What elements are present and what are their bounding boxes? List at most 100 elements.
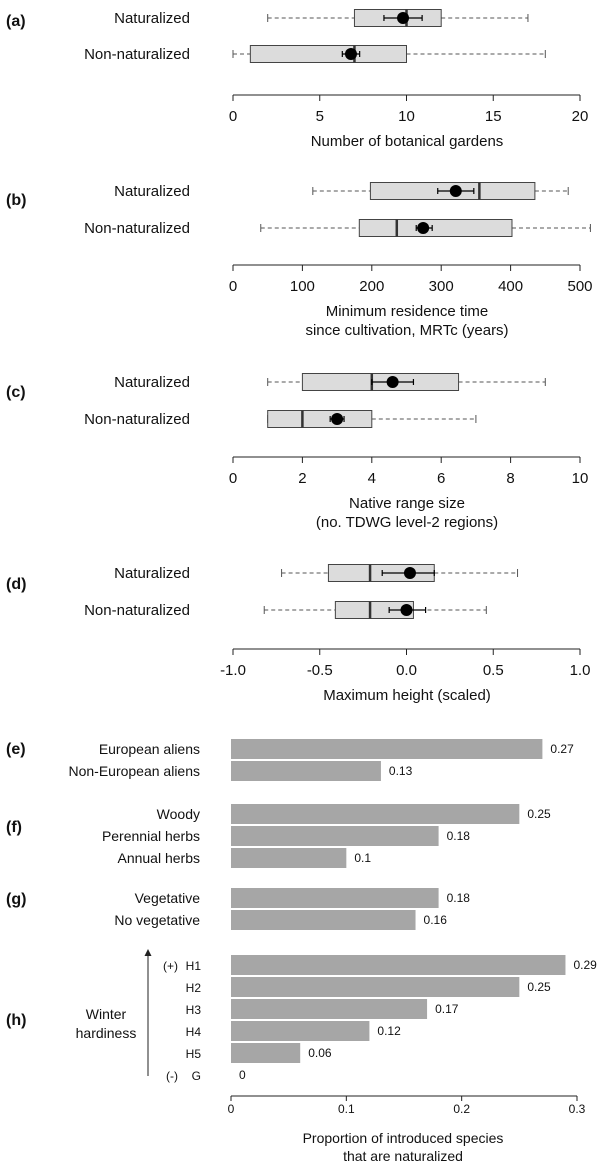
x-tick-label: 100 [290, 278, 315, 295]
x-tick-label: 0 [229, 278, 237, 295]
bar-category-label: Perennial herbs [102, 828, 200, 844]
x-tick-label: -0.5 [307, 662, 333, 679]
mean-point [449, 185, 462, 197]
x-tick-label: 20 [572, 108, 589, 125]
iqr-box [267, 410, 373, 428]
bar-value-label: 0.18 [447, 891, 471, 905]
bar-value-label: 0.17 [435, 1002, 459, 1016]
group-label: Naturalized [114, 183, 190, 200]
bar-value-label: 0.27 [550, 742, 574, 756]
x-axis-label: Proportion of introduced species [303, 1130, 504, 1146]
x-tick-label: 6 [437, 470, 445, 487]
x-tick-label: 400 [498, 278, 523, 295]
bar-value-label: 0.06 [308, 1046, 332, 1060]
bar-value-label: 0.12 [377, 1024, 401, 1038]
x-tick-label: 5 [316, 108, 324, 125]
bar [231, 826, 439, 846]
bar-value-label: 0.18 [447, 829, 471, 843]
x-tick-label: 0 [229, 108, 237, 125]
mean-point [403, 567, 416, 579]
x-axis-label: Number of botanical gardens [311, 133, 504, 150]
panel-letter: (f) [6, 819, 22, 836]
x-tick-label: 2 [298, 470, 306, 487]
x-tick-label: 8 [506, 470, 514, 487]
bar [231, 761, 381, 781]
x-tick-label: 0.5 [483, 662, 504, 679]
bar-value-label: 0.1 [354, 851, 371, 865]
bar [231, 888, 439, 908]
hardiness-arrow-head [144, 949, 152, 956]
group-label: Non-naturalized [84, 602, 190, 619]
group-label: Non-naturalized [84, 46, 190, 63]
x-tick-label: 0 [229, 470, 237, 487]
mean-point [417, 222, 430, 234]
iqr-box [249, 45, 407, 63]
panel-letter: (e) [6, 741, 26, 758]
x-axis-label: since cultivation, MRTc (years) [305, 322, 508, 339]
bar-category-label: Non-European aliens [68, 763, 200, 779]
panel-letter: (g) [6, 891, 26, 908]
group-label: Naturalized [114, 10, 190, 27]
bar [231, 977, 520, 997]
bar-value-label: 0.29 [573, 958, 597, 972]
panel-letter: (d) [6, 576, 26, 593]
x-tick-label: 200 [359, 278, 384, 295]
x-tick-label: 0.3 [569, 1102, 586, 1116]
bar-value-label: 0.25 [527, 980, 551, 994]
group-label: Non-naturalized [84, 220, 190, 237]
bar-prefix-label: (-) [166, 1069, 178, 1083]
panel-letter: (h) [6, 1012, 26, 1029]
x-tick-label: 0.2 [453, 1102, 470, 1116]
bar-value-label: 0 [239, 1068, 246, 1082]
bar-value-label: 0.16 [424, 913, 448, 927]
x-tick-label: 0.1 [338, 1102, 355, 1116]
x-tick-label: 15 [485, 108, 502, 125]
bar [231, 955, 566, 975]
x-tick-label: 500 [567, 278, 592, 295]
x-tick-label: 1.0 [570, 662, 591, 679]
x-tick-label: -1.0 [220, 662, 246, 679]
x-axis-label: Maximum height (scaled) [323, 687, 491, 704]
x-tick-label: 0.0 [396, 662, 417, 679]
x-axis-label: Native range size [349, 495, 465, 512]
bar-category-label: European aliens [99, 741, 200, 757]
panel-letter: (a) [6, 13, 26, 30]
bar-value-label: 0.13 [389, 764, 413, 778]
bar-category-label: H1 [186, 959, 202, 973]
group-label: Non-naturalized [84, 411, 190, 428]
iqr-box [358, 219, 513, 237]
mean-point [331, 413, 344, 425]
bar-value-label: 0.25 [527, 807, 551, 821]
bar [231, 848, 347, 868]
mean-point [386, 376, 399, 388]
bar-category-label: Vegetative [135, 890, 201, 906]
mean-point [400, 604, 413, 616]
bar-category-label: Woody [157, 806, 200, 822]
bar [231, 1043, 301, 1063]
bar-category-label: G [192, 1069, 201, 1083]
bar-category-label: H5 [186, 1047, 202, 1061]
x-tick-label: 10 [398, 108, 415, 125]
bar-category-label: H2 [186, 981, 202, 995]
bar [231, 1021, 370, 1041]
x-tick-label: 4 [368, 470, 376, 487]
x-axis-label: that are naturalized [343, 1148, 463, 1164]
winter-hardiness-label: Winter [86, 1006, 127, 1022]
bar [231, 910, 416, 930]
bar [231, 999, 428, 1019]
x-tick-label: 300 [429, 278, 454, 295]
x-tick-label: 0 [228, 1102, 235, 1116]
group-label: Naturalized [114, 565, 190, 582]
winter-hardiness-label: hardiness [76, 1025, 137, 1041]
bar-prefix-label: (+) [163, 959, 178, 973]
panel-letter: (c) [6, 384, 26, 401]
x-axis-label: Minimum residence time [326, 303, 489, 320]
mean-point [397, 12, 410, 24]
x-axis-label: (no. TDWG level-2 regions) [316, 514, 498, 531]
mean-point [344, 48, 357, 60]
bar [231, 804, 520, 824]
bar-category-label: H4 [186, 1025, 202, 1039]
bar [231, 739, 543, 759]
group-label: Naturalized [114, 374, 190, 391]
